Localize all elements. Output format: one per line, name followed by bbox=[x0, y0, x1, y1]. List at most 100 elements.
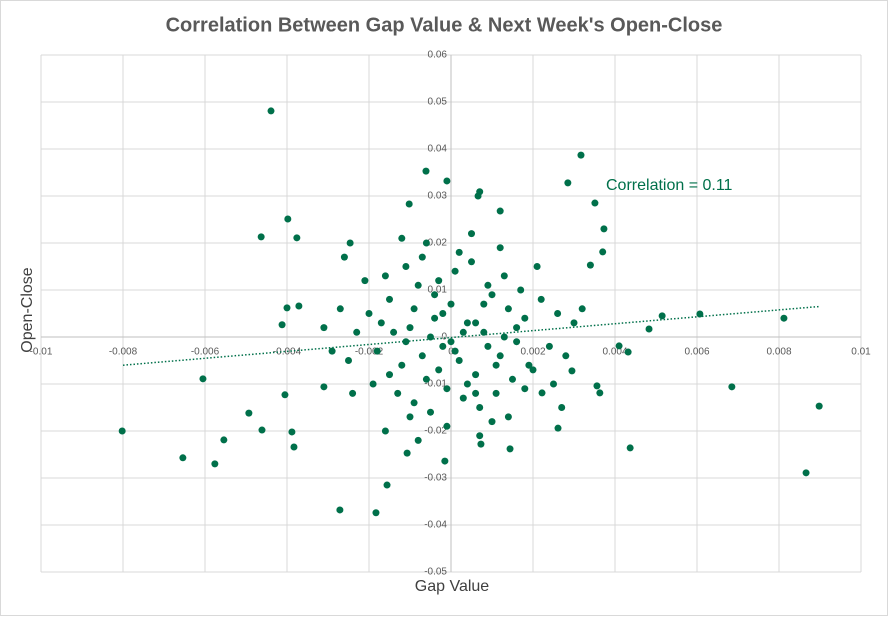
point bbox=[480, 300, 488, 308]
point bbox=[459, 394, 467, 402]
point bbox=[496, 207, 504, 215]
point bbox=[372, 509, 380, 517]
point bbox=[624, 348, 632, 356]
point bbox=[455, 357, 463, 364]
point bbox=[435, 277, 443, 285]
point bbox=[728, 383, 736, 391]
point bbox=[472, 389, 480, 397]
x-tick-label: -0.002 bbox=[355, 347, 384, 358]
point bbox=[258, 426, 266, 434]
point bbox=[504, 413, 512, 421]
point bbox=[477, 440, 485, 448]
point bbox=[529, 366, 537, 374]
point bbox=[521, 385, 529, 393]
point bbox=[336, 305, 344, 313]
point bbox=[220, 436, 228, 444]
point bbox=[340, 253, 348, 261]
point bbox=[320, 383, 328, 391]
point bbox=[488, 291, 496, 299]
point bbox=[463, 319, 471, 327]
y-tick-label: -0.02 bbox=[424, 426, 447, 437]
point bbox=[468, 230, 475, 238]
point bbox=[578, 305, 586, 313]
point bbox=[615, 342, 623, 350]
point bbox=[361, 277, 369, 285]
point bbox=[431, 291, 439, 299]
point bbox=[564, 179, 572, 187]
point bbox=[386, 371, 393, 379]
point bbox=[414, 436, 422, 444]
x-tick-label: 0.006 bbox=[684, 347, 709, 358]
point bbox=[488, 418, 496, 426]
x-tick-label: 0.004 bbox=[602, 347, 627, 358]
chart-title: Correlation Between Gap Value & Next Wee… bbox=[166, 14, 723, 36]
point bbox=[513, 324, 521, 332]
point bbox=[500, 272, 508, 280]
x-tick-label: -0.006 bbox=[191, 347, 220, 358]
point bbox=[538, 389, 546, 397]
point bbox=[468, 258, 475, 266]
point bbox=[484, 342, 492, 350]
point bbox=[398, 234, 406, 242]
point bbox=[506, 445, 514, 453]
point bbox=[410, 399, 418, 407]
point bbox=[554, 310, 562, 317]
point bbox=[381, 427, 389, 435]
point bbox=[328, 347, 336, 355]
y-tick-label: -0.01 bbox=[424, 379, 447, 390]
point bbox=[405, 200, 413, 208]
point bbox=[443, 422, 451, 430]
point bbox=[509, 375, 516, 383]
y-tick-label: 0.06 bbox=[428, 50, 448, 61]
point bbox=[365, 310, 373, 317]
point bbox=[504, 305, 512, 313]
point bbox=[431, 314, 439, 322]
point bbox=[418, 253, 426, 261]
point bbox=[422, 239, 430, 247]
point bbox=[381, 272, 389, 280]
point bbox=[521, 314, 529, 322]
point bbox=[492, 361, 500, 369]
point bbox=[593, 382, 601, 390]
point bbox=[179, 454, 187, 462]
point bbox=[645, 325, 653, 333]
point bbox=[568, 367, 576, 375]
point bbox=[577, 151, 585, 159]
point bbox=[199, 375, 207, 383]
y-tick-label: -0.05 bbox=[424, 567, 447, 578]
point bbox=[118, 427, 126, 435]
point bbox=[500, 333, 508, 341]
point bbox=[480, 328, 488, 336]
point bbox=[443, 385, 451, 393]
point bbox=[476, 188, 484, 196]
y-tick-label: 0.03 bbox=[428, 191, 448, 202]
point bbox=[600, 225, 608, 233]
x-tick-label: 0.008 bbox=[766, 347, 791, 358]
point bbox=[336, 506, 344, 514]
point bbox=[562, 352, 570, 360]
point bbox=[345, 357, 352, 364]
y-tick-label: 0.01 bbox=[428, 285, 448, 296]
point bbox=[451, 347, 459, 355]
x-tick-label: -0.01 bbox=[30, 347, 53, 358]
point bbox=[293, 234, 301, 242]
point bbox=[451, 267, 459, 275]
point bbox=[626, 444, 634, 452]
x-tick-label: 0.01 bbox=[851, 347, 871, 358]
point bbox=[658, 312, 666, 320]
point bbox=[696, 310, 704, 318]
point bbox=[802, 469, 810, 477]
x-tick-label: 0.002 bbox=[520, 347, 545, 358]
point bbox=[288, 428, 296, 436]
point bbox=[211, 460, 219, 468]
point bbox=[537, 295, 545, 303]
point bbox=[422, 375, 430, 383]
point bbox=[422, 167, 430, 175]
point bbox=[373, 347, 381, 355]
point bbox=[472, 371, 480, 379]
point bbox=[596, 389, 604, 397]
point bbox=[278, 321, 286, 329]
y-tick-label: 0.02 bbox=[428, 238, 448, 249]
point bbox=[525, 361, 533, 369]
point bbox=[447, 300, 455, 308]
